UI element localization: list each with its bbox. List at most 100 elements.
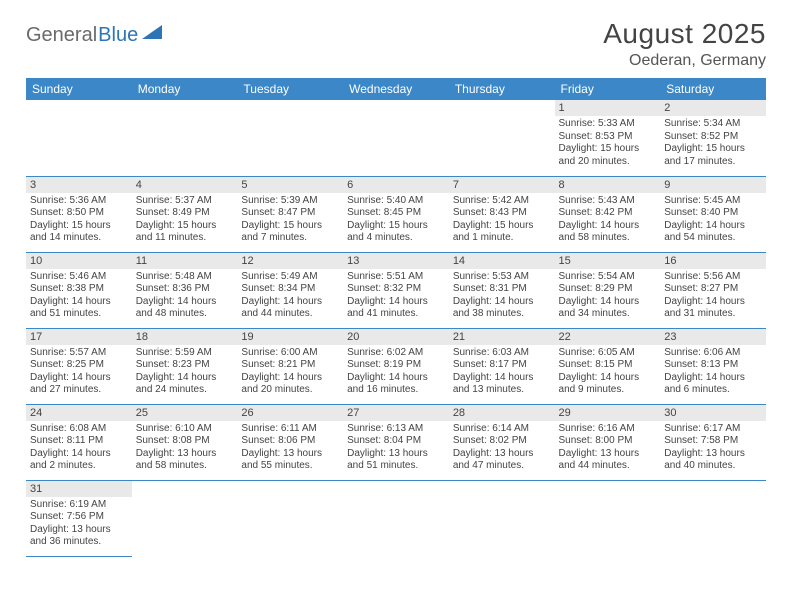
sunset-text: Sunset: 8:38 PM [30,283,128,296]
sunrise-text: Sunrise: 6:08 AM [30,423,128,436]
sunset-text: Sunset: 8:53 PM [559,131,657,144]
sunrise-text: Sunrise: 6:06 AM [664,347,762,360]
sunset-text: Sunset: 7:56 PM [30,511,128,524]
calendar-cell: 16Sunrise: 5:56 AMSunset: 8:27 PMDayligh… [660,252,766,328]
sunrise-text: Sunrise: 6:17 AM [664,423,762,436]
daylight-text: Daylight: 15 hours and 20 minutes. [559,143,657,168]
daylight-text: Daylight: 14 hours and 44 minutes. [241,296,339,321]
calendar-week-row: 24Sunrise: 6:08 AMSunset: 8:11 PMDayligh… [26,404,766,480]
calendar-cell: 23Sunrise: 6:06 AMSunset: 8:13 PMDayligh… [660,328,766,404]
calendar-cell: 22Sunrise: 6:05 AMSunset: 8:15 PMDayligh… [555,328,661,404]
day-number: 26 [237,405,343,421]
sunrise-text: Sunrise: 6:03 AM [453,347,551,360]
day-number: 19 [237,329,343,345]
daylight-text: Daylight: 13 hours and 40 minutes. [664,448,762,473]
calendar-week-row: 17Sunrise: 5:57 AMSunset: 8:25 PMDayligh… [26,328,766,404]
sunrise-text: Sunrise: 5:33 AM [559,118,657,131]
calendar-cell: 14Sunrise: 5:53 AMSunset: 8:31 PMDayligh… [449,252,555,328]
day-number: 21 [449,329,555,345]
weekday-header: Wednesday [343,78,449,100]
sunset-text: Sunset: 8:43 PM [453,207,551,220]
sunset-text: Sunset: 8:40 PM [664,207,762,220]
calendar-cell: 15Sunrise: 5:54 AMSunset: 8:29 PMDayligh… [555,252,661,328]
calendar-cell: 25Sunrise: 6:10 AMSunset: 8:08 PMDayligh… [132,404,238,480]
calendar-cell: 21 Sunrise: 6:03 AMSunset: 8:17 PMDayligh… [449,328,555,404]
calendar-cell: 31Sunrise: 6:19 AMSunset: 7:56 PMDayligh… [26,480,132,556]
calendar-cell [132,480,238,556]
sunrise-text: Sunrise: 5:46 AM [30,271,128,284]
calendar-cell: 18Sunrise: 5:59 AMSunset: 8:23 PMDayligh… [132,328,238,404]
sunrise-text: Sunrise: 5:43 AM [559,195,657,208]
sunset-text: Sunset: 8:45 PM [347,207,445,220]
daylight-text: Daylight: 14 hours and 24 minutes. [136,372,234,397]
sunrise-text: Sunrise: 6:11 AM [241,423,339,436]
calendar-week-row: 3Sunrise: 5:36 AMSunset: 8:50 PMDaylight… [26,176,766,252]
day-number: 18 [132,329,238,345]
daylight-text: Daylight: 14 hours and 34 minutes. [559,296,657,321]
logo-text-2: Blue [98,24,138,47]
day-number: 31 [26,481,132,497]
daylight-text: Daylight: 13 hours and 55 minutes. [241,448,339,473]
daylight-text: Daylight: 14 hours and 13 minutes. [453,372,551,397]
sunrise-text: Sunrise: 6:05 AM [559,347,657,360]
sunrise-text: Sunrise: 6:00 AM [241,347,339,360]
calendar-cell: 10Sunrise: 5:46 AMSunset: 8:38 PMDayligh… [26,252,132,328]
sunrise-text: Sunrise: 6:02 AM [347,347,445,360]
daylight-text: Daylight: 15 hours and 14 minutes. [30,220,128,245]
day-number: 30 [660,405,766,421]
title-block: August 2025 Oederan, Germany [603,18,766,70]
header: General Blue August 2025 Oederan, German… [26,18,766,70]
sunset-text: Sunset: 8:04 PM [347,435,445,448]
sunrise-text: Sunrise: 5:51 AM [347,271,445,284]
calendar-week-row: 10Sunrise: 5:46 AMSunset: 8:38 PMDayligh… [26,252,766,328]
sunrise-text: Sunrise: 6:14 AM [453,423,551,436]
calendar-cell: 20Sunrise: 6:02 AMSunset: 8:19 PMDayligh… [343,328,449,404]
sunrise-text: Sunrise: 5:42 AM [453,195,551,208]
day-number: 29 [555,405,661,421]
day-number: 6 [343,177,449,193]
calendar-cell: 12Sunrise: 5:49 AMSunset: 8:34 PMDayligh… [237,252,343,328]
sunset-text: Sunset: 8:06 PM [241,435,339,448]
sunrise-text: Sunrise: 6:16 AM [559,423,657,436]
calendar-cell [449,100,555,176]
day-number: 24 [26,405,132,421]
day-number: 27 [343,405,449,421]
sunset-text: Sunset: 8:36 PM [136,283,234,296]
calendar-cell [132,100,238,176]
sunrise-text: Sunrise: 5:57 AM [30,347,128,360]
calendar-cell: 26 Sunrise: 6:11 AMSunset: 8:06 PMDayligh… [237,404,343,480]
month-title: August 2025 [603,18,766,50]
day-number: 4 [132,177,238,193]
sunset-text: Sunset: 8:32 PM [347,283,445,296]
day-number: 7 [449,177,555,193]
day-number: 14 [449,253,555,269]
sunset-text: Sunset: 8:00 PM [559,435,657,448]
sunset-text: Sunset: 8:17 PM [453,359,551,372]
calendar-cell: 6Sunrise: 5:40 AMSunset: 8:45 PMDaylight… [343,176,449,252]
daylight-text: Daylight: 14 hours and 9 minutes. [559,372,657,397]
calendar-cell: 4Sunrise: 5:37 AMSunset: 8:49 PMDaylight… [132,176,238,252]
day-number: 23 [660,329,766,345]
calendar-cell [343,100,449,176]
daylight-text: Daylight: 15 hours and 1 minute. [453,220,551,245]
sunrise-text: Sunrise: 5:48 AM [136,271,234,284]
daylight-text: Daylight: 14 hours and 16 minutes. [347,372,445,397]
day-number: 2 [660,100,766,116]
sunrise-text: Sunrise: 5:49 AM [241,271,339,284]
daylight-text: Daylight: 14 hours and 41 minutes. [347,296,445,321]
sunrise-text: Sunrise: 5:59 AM [136,347,234,360]
sunset-text: Sunset: 8:31 PM [453,283,551,296]
daylight-text: Daylight: 13 hours and 58 minutes. [136,448,234,473]
sunset-text: Sunset: 8:50 PM [30,207,128,220]
daylight-text: Daylight: 15 hours and 17 minutes. [664,143,762,168]
sunrise-text: Sunrise: 6:13 AM [347,423,445,436]
logo-triangle-icon [142,22,162,45]
sunset-text: Sunset: 8:15 PM [559,359,657,372]
calendar-header-row: SundayMondayTuesdayWednesdayThursdayFrid… [26,78,766,100]
sunset-text: Sunset: 8:29 PM [559,283,657,296]
calendar-cell: 28Sunrise: 6:14 AMSunset: 8:02 PMDayligh… [449,404,555,480]
daylight-text: Daylight: 14 hours and 58 minutes. [559,220,657,245]
calendar-cell: 2Sunrise: 5:34 AMSunset: 8:52 PMDaylight… [660,100,766,176]
weekday-header: Saturday [660,78,766,100]
sunset-text: Sunset: 8:08 PM [136,435,234,448]
